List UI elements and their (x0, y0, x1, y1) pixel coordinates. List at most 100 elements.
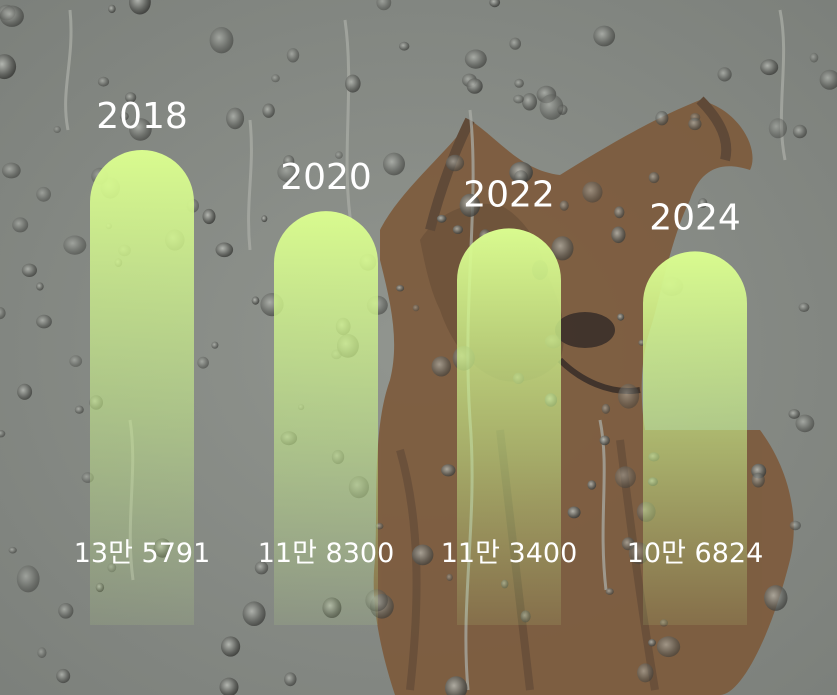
raindrop (129, 0, 151, 15)
raindrop (119, 112, 129, 121)
raindrop (69, 355, 83, 367)
raindrop (202, 208, 216, 225)
raindrop (431, 356, 451, 377)
raindrop (219, 677, 239, 695)
raindrop (809, 52, 819, 63)
raindrop (56, 668, 71, 684)
raindrop (226, 107, 245, 130)
raindrop (792, 124, 807, 139)
raindrop (614, 206, 625, 219)
raindrop (251, 296, 260, 305)
raindrop (16, 565, 40, 593)
bar-2024 (643, 251, 747, 625)
raindrop (656, 636, 681, 658)
raindrop (97, 76, 110, 87)
raindrop (37, 647, 47, 659)
raindrop (129, 118, 152, 141)
raindrop (271, 74, 280, 83)
raindrop (637, 663, 654, 683)
raindrop (513, 94, 524, 104)
raindrop (0, 54, 17, 80)
raindrop (8, 546, 17, 554)
raindrop (798, 302, 810, 312)
value-label-2018: 13만 5791 (74, 538, 211, 569)
raindrop (688, 117, 702, 131)
raindrop (587, 480, 597, 490)
raindrop (795, 414, 815, 433)
raindrop (605, 588, 614, 595)
category-label-2018: 2018 (96, 96, 188, 137)
value-label-2020: 11만 8300 (258, 538, 395, 569)
raindrop (412, 544, 434, 566)
raindrop (209, 27, 234, 54)
raindrop (509, 37, 521, 50)
raindrop (108, 4, 116, 14)
category-label-2022: 2022 (463, 174, 555, 215)
raindrop (242, 601, 266, 626)
raindrop (58, 603, 74, 619)
bar-2018 (90, 150, 194, 625)
raindrop (655, 111, 669, 126)
raindrop (0, 430, 6, 438)
raindrop (436, 214, 447, 223)
raindrop (751, 472, 765, 488)
raindrop (789, 520, 801, 531)
raindrop (717, 67, 732, 82)
raindrop (489, 0, 501, 8)
raindrop (618, 383, 640, 409)
raindrop (335, 151, 343, 159)
raindrop (1, 162, 21, 179)
raindrop (254, 561, 269, 575)
raindrop (74, 405, 84, 414)
raindrop (36, 282, 44, 291)
raindrop (611, 226, 626, 244)
raindrop (197, 356, 209, 369)
raindrop (819, 69, 837, 90)
raindrop (522, 93, 537, 111)
category-label-2024: 2024 (649, 197, 741, 238)
raindrop (383, 152, 405, 176)
raindrop (614, 466, 636, 489)
raindrop (277, 162, 300, 183)
bar-2020 (274, 211, 378, 625)
raindrop (514, 78, 524, 88)
raindrop (215, 242, 234, 258)
raindrop (760, 59, 779, 76)
raindrop (211, 341, 219, 349)
raindrop (399, 41, 410, 51)
raindrop (262, 103, 275, 118)
raindrop (53, 126, 61, 133)
raindrop (445, 676, 468, 695)
raindrop (21, 263, 37, 277)
raindrop (582, 181, 603, 203)
raindrop (452, 225, 463, 235)
raindrop (345, 74, 361, 93)
raindrop (593, 25, 616, 47)
raindrop (286, 48, 300, 63)
raindrop (764, 585, 788, 611)
raindrop (63, 235, 87, 255)
raindrop (445, 154, 465, 172)
raindrop (125, 92, 137, 103)
raindrop (788, 409, 800, 419)
category-label-2020: 2020 (280, 157, 372, 198)
raindrop (396, 285, 405, 292)
bar-2022 (457, 228, 561, 626)
raindrop (446, 573, 453, 582)
raindrop (0, 307, 6, 320)
raindrop (36, 314, 52, 329)
raindrop (284, 672, 297, 687)
value-label-2022: 11만 3400 (441, 538, 578, 569)
raindrop (261, 215, 268, 223)
value-label-2024: 10만 6824 (627, 538, 764, 569)
raindrop (539, 94, 564, 120)
raindrop (648, 639, 656, 647)
raindrop (376, 0, 392, 11)
raindrop (514, 170, 528, 184)
raindrop (36, 186, 51, 202)
raindrop (567, 506, 581, 519)
raindrop (601, 403, 611, 414)
